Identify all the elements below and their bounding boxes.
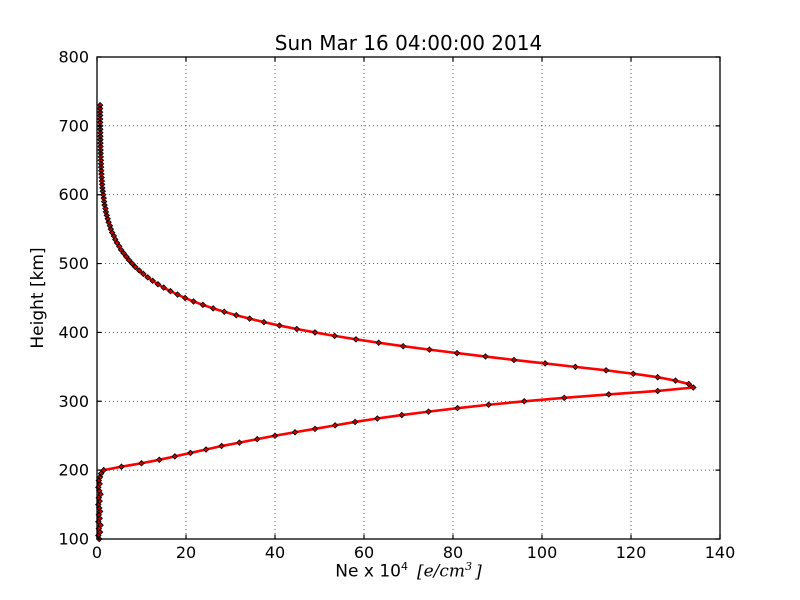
x-axis-label-prefix: Ne x 10 bbox=[335, 561, 401, 582]
y-tick-label: 700 bbox=[58, 116, 89, 135]
y-tick-label: 100 bbox=[58, 530, 89, 549]
y-tick-label: 400 bbox=[58, 323, 89, 342]
plot-title: Sun Mar 16 04:00:00 2014 bbox=[274, 31, 543, 55]
ne-profile-line bbox=[97, 105, 695, 540]
y-tick-label: 800 bbox=[58, 48, 89, 67]
x-tick-label: 0 bbox=[92, 543, 102, 562]
x-tick-label: 120 bbox=[616, 543, 647, 562]
x-axis-label: Ne x 104 [e/cm3] bbox=[97, 560, 720, 582]
x-axis-unit-close-bracket: ] bbox=[475, 561, 482, 582]
x-axis-unit-exponent: 3 bbox=[465, 560, 473, 573]
x-axis-label-exponent: 4 bbox=[400, 560, 408, 573]
y-axis-label: Height [km] bbox=[28, 247, 48, 349]
gridlines bbox=[97, 57, 720, 539]
x-tick-label: 140 bbox=[705, 543, 736, 562]
x-axis-unit: e/cm bbox=[423, 561, 466, 582]
x-tick-label: 20 bbox=[176, 543, 196, 562]
plot-border bbox=[96, 56, 721, 540]
x-tick-label: 80 bbox=[443, 543, 463, 562]
y-tick-label: 200 bbox=[58, 461, 89, 480]
y-tick-label: 500 bbox=[58, 254, 89, 273]
x-tick-label: 100 bbox=[527, 543, 558, 562]
y-tick-label: 300 bbox=[58, 392, 89, 411]
x-axis-unit-open-bracket: [ bbox=[416, 561, 424, 582]
y-tick-label: 600 bbox=[58, 185, 89, 204]
x-tick-label: 40 bbox=[265, 543, 285, 562]
x-tick-label: 60 bbox=[354, 543, 374, 562]
ne-profile-markers bbox=[95, 101, 697, 543]
axis-ticks bbox=[96, 56, 721, 540]
